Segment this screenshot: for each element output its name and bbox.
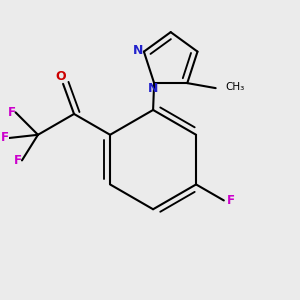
Text: N: N: [148, 82, 158, 95]
Text: O: O: [55, 70, 66, 83]
Text: F: F: [227, 194, 235, 207]
Text: F: F: [8, 106, 16, 119]
Text: F: F: [1, 131, 9, 145]
Text: N: N: [133, 44, 143, 57]
Text: F: F: [14, 154, 22, 167]
Text: CH₃: CH₃: [225, 82, 244, 92]
